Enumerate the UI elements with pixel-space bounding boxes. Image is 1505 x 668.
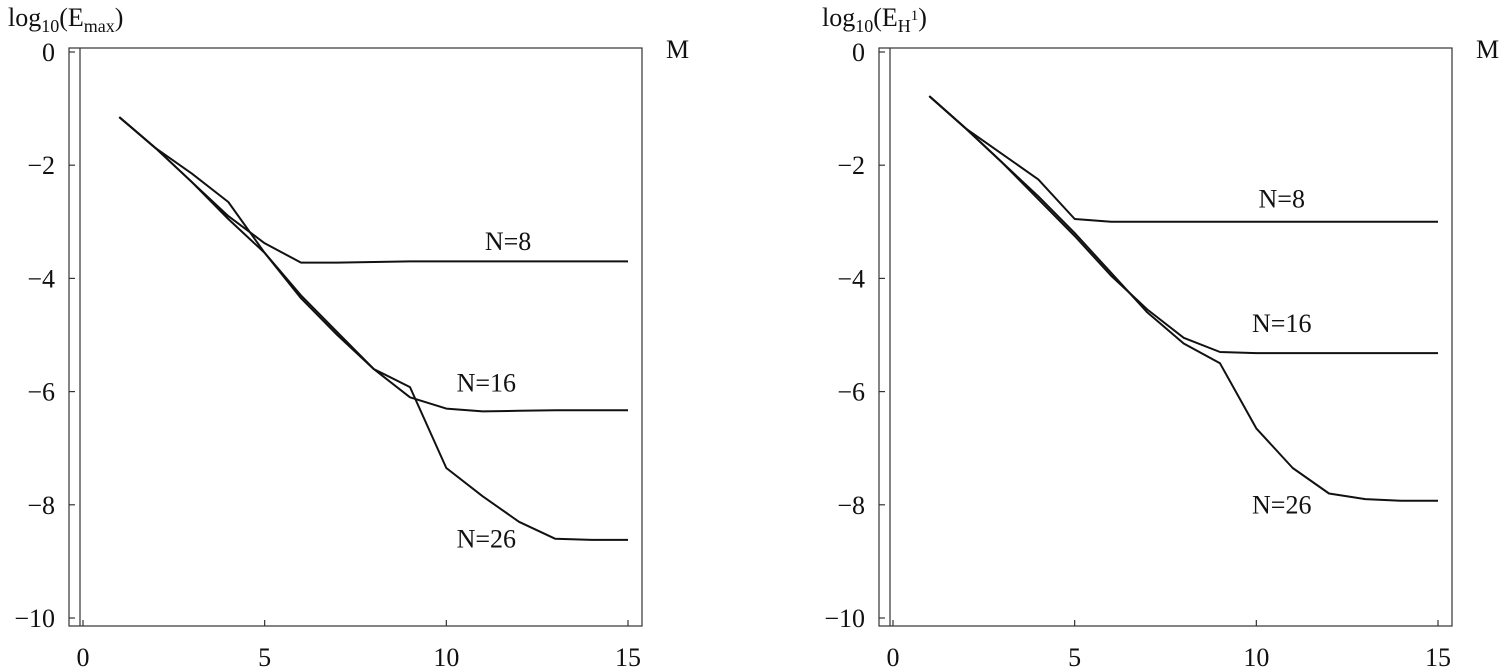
y-tick-label: −10 <box>824 604 865 633</box>
x-tick-label: 15 <box>615 643 641 668</box>
y-tick-label: −6 <box>837 378 865 407</box>
y-tick-label: −2 <box>27 151 55 180</box>
series-line-n-26 <box>928 95 1438 502</box>
series-label: N=26 <box>457 524 516 553</box>
y-tick-label: 0 <box>852 38 865 67</box>
x-axis-label: M <box>666 35 689 64</box>
series-line-n-8 <box>928 95 1438 223</box>
y-tick-label: −10 <box>14 604 55 633</box>
chart-panel-emax: 0 −2 −4 −6 −8 −10 0 5 10 15 log10(Emax) M N=8 N=16 N=2… <box>8 3 689 668</box>
x-tick-label: 5 <box>258 643 271 668</box>
series-label: N=8 <box>1259 185 1305 214</box>
series-line-n-8 <box>118 116 628 264</box>
y-tick-label: −4 <box>27 264 55 293</box>
series-label: N=8 <box>485 227 531 256</box>
chart-panel-eh1: 0 −2 −4 −6 −8 −10 0 5 10 15 log10(EH1) M N=8 N=16 N=26 <box>822 3 1499 668</box>
x-tick-label: 10 <box>433 643 459 668</box>
y-tick-label: −6 <box>27 378 55 407</box>
y-tick-label: −4 <box>837 264 865 293</box>
series-line-n-26 <box>118 116 628 541</box>
x-tick-label: 0 <box>77 643 90 668</box>
series-label: N=16 <box>457 369 516 398</box>
x-tick-label: 15 <box>1425 643 1451 668</box>
series-label: N=26 <box>1252 490 1311 519</box>
plot-frame <box>878 47 1453 627</box>
y-tick-label: −2 <box>837 151 865 180</box>
y-tick-label: 0 <box>42 38 55 67</box>
series-line-n-16 <box>928 95 1438 355</box>
y-axis-label: log10(EH1) <box>822 3 927 36</box>
x-tick-label: 0 <box>887 643 900 668</box>
y-axis-label: log10(Emax) <box>8 3 123 36</box>
series-label: N=16 <box>1252 309 1311 338</box>
x-tick-label: 10 <box>1243 643 1269 668</box>
plot-frame <box>68 47 643 627</box>
x-axis-label: M <box>1476 35 1499 64</box>
series-line-n-16 <box>118 116 628 413</box>
y-tick-label: −8 <box>837 491 865 520</box>
y-tick-label: −8 <box>27 491 55 520</box>
x-tick-label: 5 <box>1068 643 1081 668</box>
